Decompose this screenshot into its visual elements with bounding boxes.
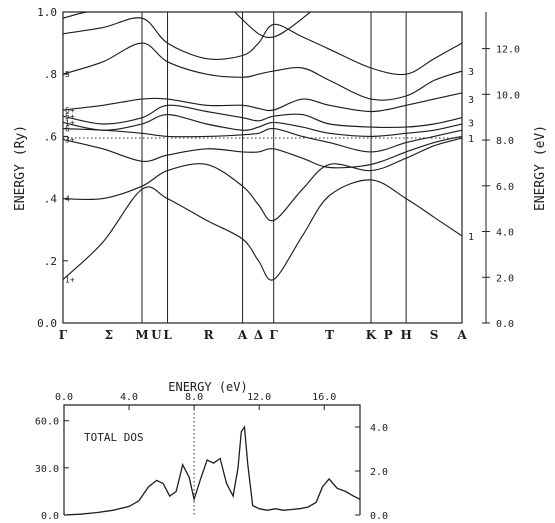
right-band-label: 1 xyxy=(468,232,474,243)
k-point-label: A xyxy=(237,328,248,342)
k-point-label: M xyxy=(135,328,148,342)
y-tick-label: 1.0 xyxy=(37,6,57,19)
dos-x-tick-label: 0.0 xyxy=(55,392,73,403)
k-point-label: L xyxy=(163,328,172,342)
right-band-label: 3 xyxy=(468,95,474,106)
k-point-label: S xyxy=(430,328,439,342)
k-point-label: A xyxy=(456,328,467,342)
k-point-label: K xyxy=(366,328,377,342)
energy-band-9 xyxy=(63,17,462,76)
y-tick-label: .2 xyxy=(44,255,57,268)
right-y-tick-label: 12.0 xyxy=(496,45,520,56)
energy-band-4 xyxy=(63,128,462,153)
k-point-label: Σ xyxy=(105,328,113,342)
dos-y-tick-label: 60.0 xyxy=(35,417,59,428)
k-point-label: P xyxy=(384,328,393,342)
left-y-axis-ticks: 0.0 .2 .4 .6 .8 1.0 xyxy=(37,6,68,330)
dos-right-y-tick-label: 0.0 xyxy=(370,511,388,522)
right-y-tick-label: 4.0 xyxy=(496,228,514,239)
dos-x-tick-label: 8.0 xyxy=(185,392,203,403)
y-axis-label-ev: ENERGY (eV) xyxy=(533,125,548,211)
energy-band-1 xyxy=(63,179,462,281)
y-tick-label: .8 xyxy=(44,68,57,81)
energy-band-6 xyxy=(63,104,462,129)
band-structure-panel: 0.0 .2 .4 .6 .8 1.0 0.0 2.0 4.0 6.0 8.0 10.0 12.0 Γ… xyxy=(13,6,548,342)
right-band-label: 3 xyxy=(468,118,474,129)
y-tick-label: .6 xyxy=(44,130,57,143)
dos-right-y-tick-label: 4.0 xyxy=(370,423,388,434)
right-y-axis-ticks: 0.0 2.0 4.0 6.0 8.0 10.0 12.0 xyxy=(482,12,520,330)
dos-x-tick-label: 4.0 xyxy=(120,392,138,403)
left-band-label: 6- xyxy=(65,125,75,134)
energy-band-7 xyxy=(63,92,462,113)
left-band-label: 5 xyxy=(65,70,70,79)
right-y-tick-label: 2.0 xyxy=(496,273,514,284)
left-band-label: 3+ xyxy=(65,136,75,145)
left-band-label: 1+ xyxy=(65,118,75,127)
y-tick-label: 0.0 xyxy=(37,317,57,330)
right-y-tick-label: 10.0 xyxy=(496,90,520,101)
dos-plot-frame xyxy=(63,404,361,515)
dos-x-axis-ticks: 0.0 4.0 8.0 12.0 16.0 xyxy=(55,392,336,410)
dos-x-axis-title: ENERGY (eV) xyxy=(168,380,247,394)
dos-x-tick-label: 12.0 xyxy=(247,392,271,403)
dos-left-y-axis-ticks: 0.0 30.0 60.0 xyxy=(35,417,69,522)
energy-band-11 xyxy=(234,12,311,39)
k-point-label: U xyxy=(151,328,162,342)
right-y-tick-label: 0.0 xyxy=(496,319,514,330)
left-band-label: 6+ xyxy=(65,106,75,115)
left-band-label: 5+ xyxy=(65,112,75,121)
right-band-labels: 1 1 3 3 3 xyxy=(468,67,474,243)
right-band-label: 3 xyxy=(468,67,474,78)
right-y-tick-label: 8.0 xyxy=(496,136,514,147)
k-point-label: Δ xyxy=(254,328,263,342)
dos-panel: ENERGY (eV) 0.0 4.0 8.0 12.0 16.0 0.0 30.0 60.… xyxy=(35,380,388,522)
k-point-label: H xyxy=(400,328,411,342)
energy-band-8 xyxy=(63,42,462,101)
k-point-label: R xyxy=(204,328,215,342)
dos-right-y-tick-label: 2.0 xyxy=(370,467,388,478)
energy-bands xyxy=(63,12,462,281)
k-point-label: T xyxy=(325,328,334,342)
y-axis-label-ry: ENERGY (Ry) xyxy=(13,125,28,211)
dos-y-tick-label: 30.0 xyxy=(35,464,59,475)
left-band-label: 1+ xyxy=(65,275,75,284)
right-band-label: 1 xyxy=(468,134,474,145)
total-dos-curve xyxy=(63,425,361,516)
dos-right-y-axis-ticks: 0.0 2.0 4.0 xyxy=(355,423,388,522)
dos-y-tick-label: 0.0 xyxy=(41,511,59,522)
right-y-tick-label: 6.0 xyxy=(496,182,514,193)
energy-band-5 xyxy=(63,114,462,137)
left-band-labels: 1+4-3+6-1+5+6+5 xyxy=(65,70,75,284)
total-dos-label: TOTAL DOS xyxy=(84,431,144,444)
k-point-label: Γ xyxy=(269,328,278,342)
energy-band-3 xyxy=(63,135,462,169)
energy-band-10 xyxy=(63,12,107,19)
symmetry-point-lines xyxy=(141,12,407,323)
energy-band-2 xyxy=(63,137,462,222)
left-band-label: 4- xyxy=(65,195,75,204)
dos-x-tick-label: 16.0 xyxy=(312,392,336,403)
y-tick-label: .4 xyxy=(44,193,58,206)
band-plot-frame xyxy=(62,11,463,324)
k-point-label: Γ xyxy=(59,328,68,342)
